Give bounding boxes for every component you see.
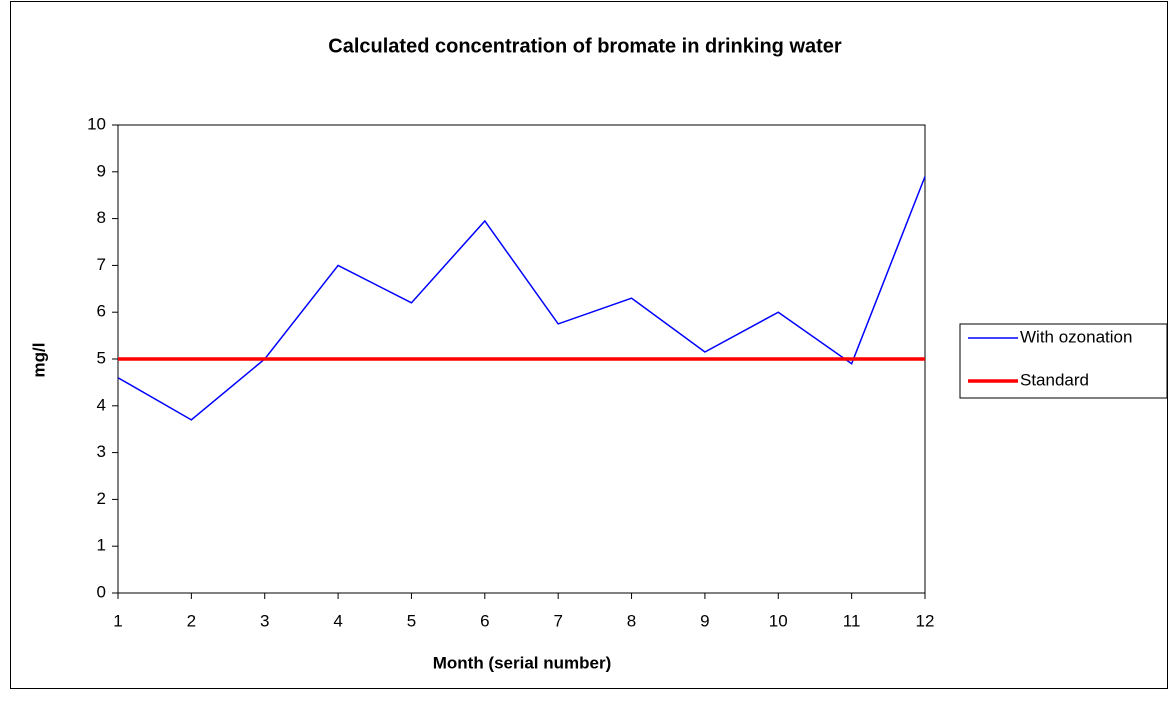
y-axis-label: mg/l — [29, 343, 48, 378]
x-tick-label: 11 — [843, 611, 861, 630]
x-tick-label: 4 — [333, 611, 342, 630]
y-tick-label: 3 — [97, 442, 106, 461]
x-tick-label: 2 — [187, 611, 196, 630]
x-tick-label: 5 — [407, 611, 416, 630]
y-tick-label: 10 — [87, 114, 106, 133]
y-tick-label: 1 — [97, 536, 106, 555]
y-tick-label: 9 — [97, 161, 106, 180]
legend-label: With ozonation — [1020, 327, 1132, 346]
x-tick-label: 8 — [627, 611, 636, 630]
chart-title: Calculated concentration of bromate in d… — [328, 35, 842, 57]
y-tick-label: 8 — [97, 208, 106, 227]
y-tick-label: 0 — [97, 582, 106, 601]
y-tick-label: 6 — [97, 302, 106, 321]
legend-box — [959, 323, 1168, 399]
x-tick-label: 6 — [480, 611, 489, 630]
x-tick-label: 10 — [769, 611, 788, 630]
x-tick-label: 7 — [553, 611, 562, 630]
x-tick-label: 12 — [916, 611, 935, 630]
y-tick-label: 5 — [97, 348, 106, 367]
y-tick-label: 4 — [97, 395, 106, 414]
x-axis-label: Month (serial number) — [433, 653, 612, 672]
x-tick-label: 1 — [113, 611, 122, 630]
x-tick-label: 3 — [260, 611, 269, 630]
y-tick-label: 7 — [97, 255, 106, 274]
series-line — [117, 176, 926, 421]
legend-label: Standard — [1020, 370, 1089, 389]
y-tick-label: 2 — [97, 489, 106, 508]
x-tick-label: 9 — [700, 611, 709, 630]
